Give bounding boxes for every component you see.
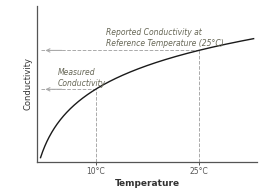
Text: Measured
Conductivity: Measured Conductivity (58, 68, 106, 88)
Text: Reported Conductivity at
Reference Temperature (25°C): Reported Conductivity at Reference Tempe… (106, 28, 224, 48)
Y-axis label: Conductivity: Conductivity (24, 57, 33, 110)
X-axis label: Temperature: Temperature (114, 179, 180, 188)
